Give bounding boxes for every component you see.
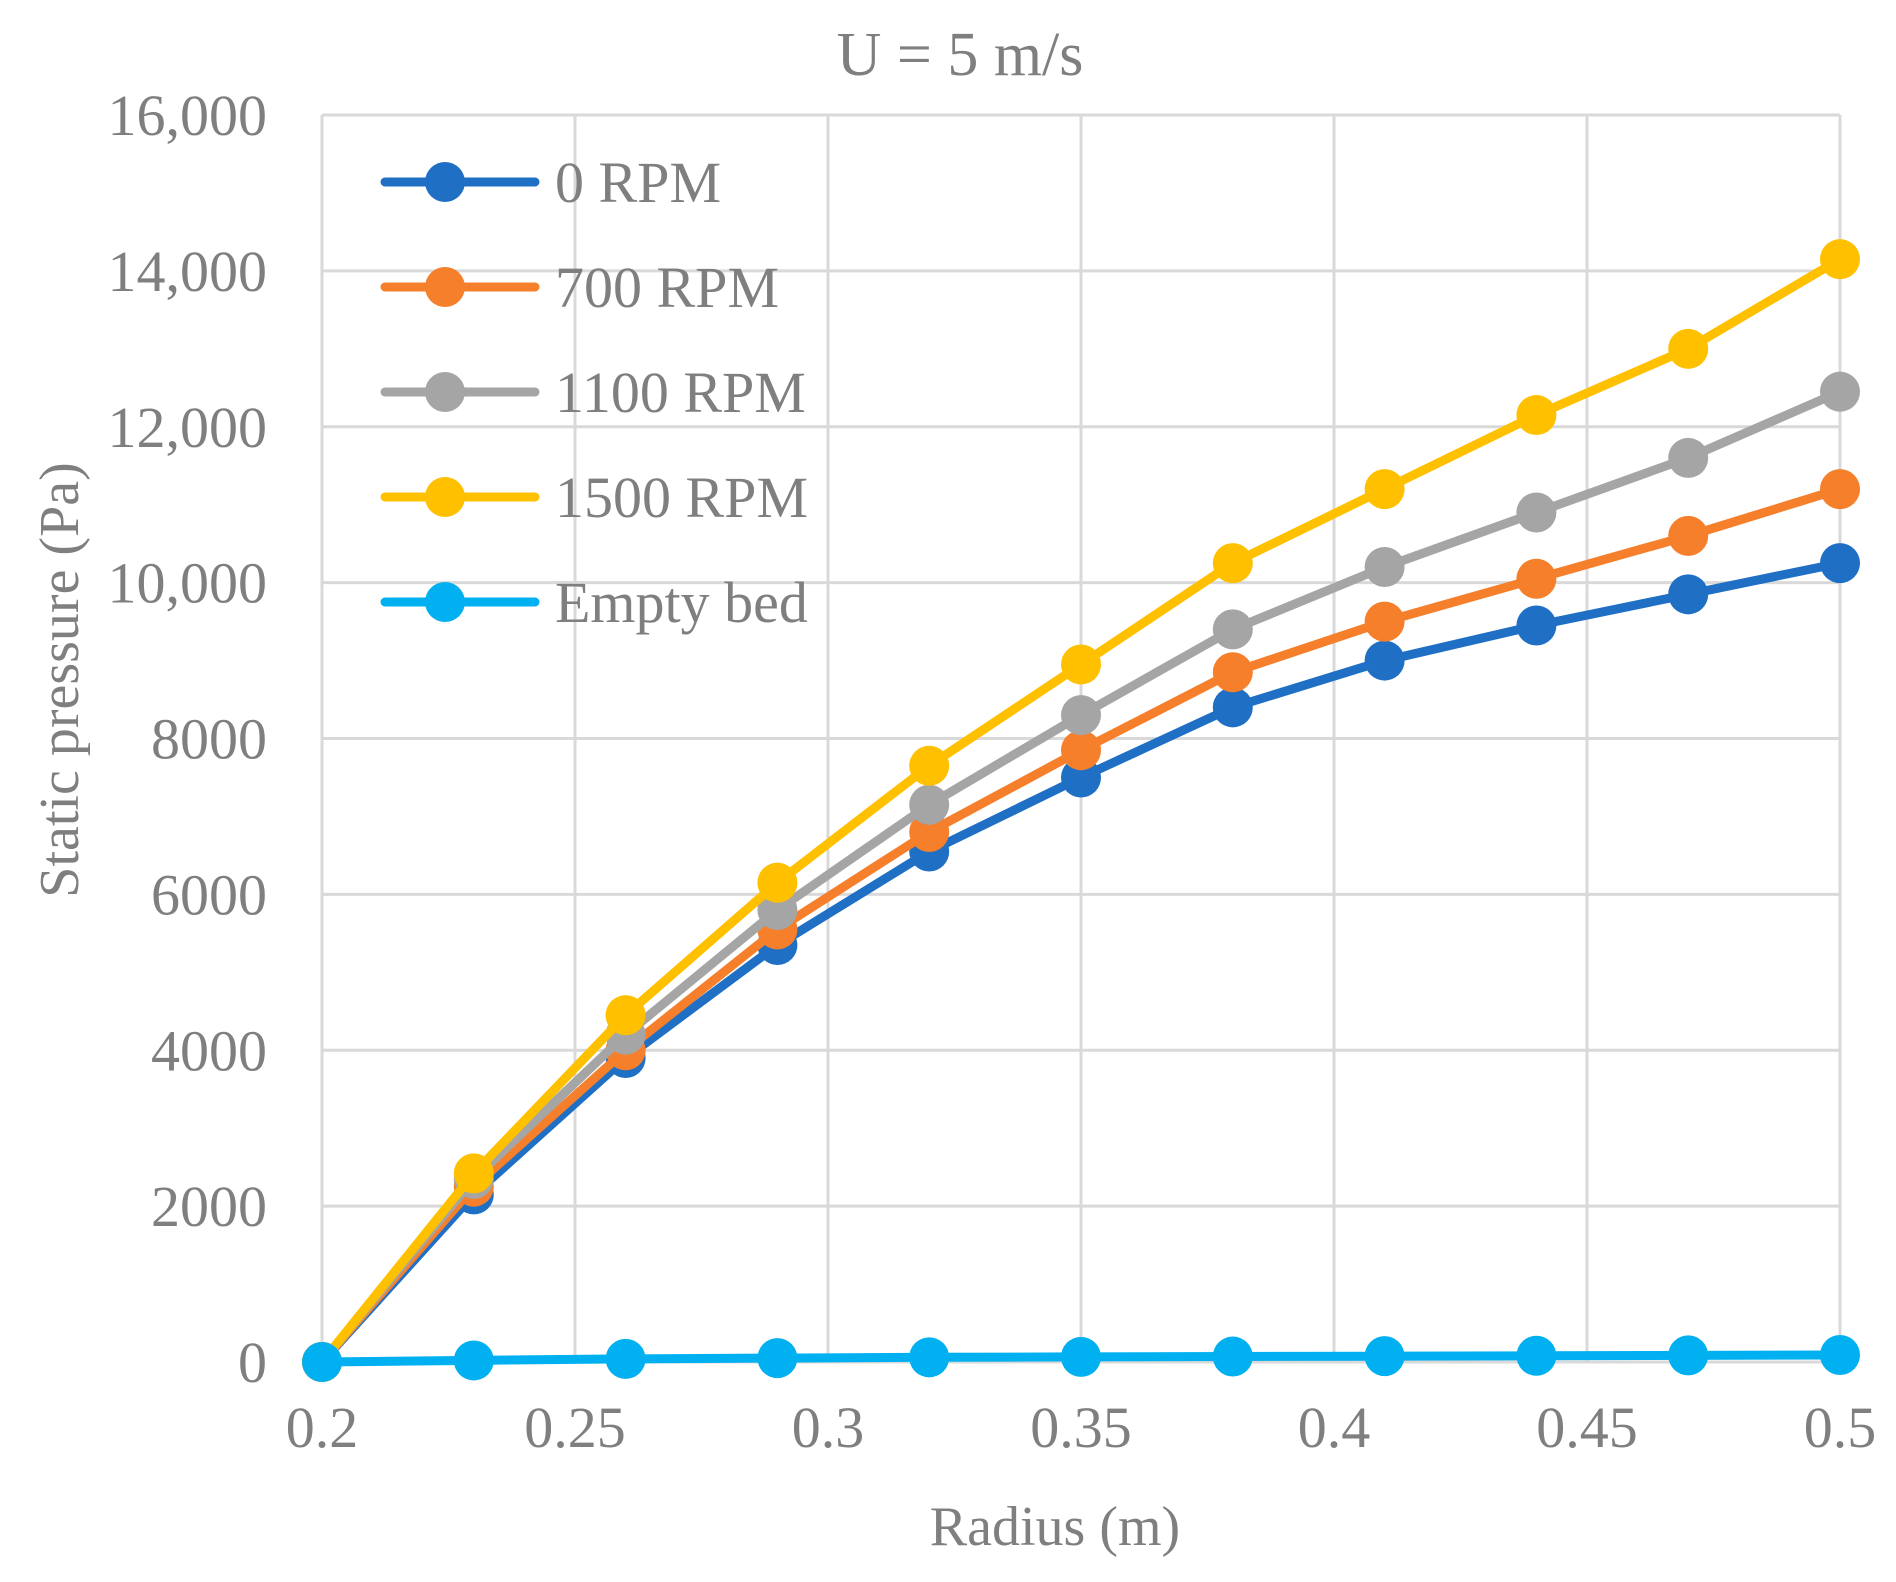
data-point — [1212, 687, 1253, 728]
data-point — [1668, 328, 1709, 369]
data-point — [909, 745, 950, 786]
y-tick-label: 0 — [238, 1330, 267, 1395]
data-point — [1516, 492, 1557, 533]
y-tick-label: 14,000 — [108, 239, 268, 304]
legend-swatch-marker — [425, 267, 465, 307]
legend-item: Empty bed — [380, 570, 808, 635]
x-tick-label: 0.2 — [286, 1395, 359, 1460]
data-point — [1364, 469, 1405, 510]
data-point — [1061, 695, 1101, 736]
data-point — [605, 1338, 646, 1379]
legend: 0 RPM 700 RPM 1100 RPM 1500 RPM Empty bed — [380, 150, 808, 635]
x-axis-title: Radius (m) — [930, 1496, 1180, 1558]
y-tick-label: 12,000 — [108, 395, 268, 460]
y-axis-title: Static pressure (Pa) — [29, 462, 91, 897]
data-point — [1668, 515, 1709, 556]
y-tick-label: 8000 — [151, 707, 267, 772]
legend-label: Empty bed — [555, 570, 808, 635]
y-tick-label: 4000 — [151, 1018, 267, 1083]
series-empty-bed — [302, 1334, 1860, 1382]
data-point — [1668, 1335, 1709, 1376]
data-point — [1364, 640, 1405, 681]
data-point — [1364, 547, 1405, 588]
data-point — [1061, 1336, 1101, 1377]
legend-label: 1500 RPM — [555, 465, 808, 530]
legend-label: 1100 RPM — [555, 360, 806, 425]
series-layer — [302, 239, 1860, 1382]
data-point — [1516, 1335, 1557, 1376]
legend-swatch-marker — [425, 477, 465, 517]
x-tick-label: 0.4 — [1298, 1395, 1371, 1460]
chart-title: U = 5 m/s — [837, 21, 1084, 89]
data-point — [453, 1340, 494, 1381]
data-point — [1516, 605, 1557, 646]
data-point — [1516, 558, 1557, 599]
y-tick-label: 10,000 — [108, 551, 268, 616]
data-point — [605, 995, 646, 1036]
series-1500-rpm — [302, 239, 1860, 1382]
data-point — [1516, 395, 1557, 436]
data-point — [1668, 574, 1709, 615]
y-tick-label: 6000 — [151, 862, 267, 927]
data-point — [1212, 543, 1253, 584]
legend-item: 1100 RPM — [380, 360, 806, 425]
data-point — [1820, 543, 1860, 584]
data-point — [1820, 239, 1860, 280]
data-point — [1061, 730, 1101, 771]
x-tick-labels: 0.2 0.25 0.3 0.35 0.4 0.45 0.5 — [286, 1395, 1877, 1460]
legend-label: 0 RPM — [555, 150, 721, 215]
legend-label: 700 RPM — [555, 255, 779, 320]
legend-item: 700 RPM — [380, 255, 779, 320]
data-point — [909, 784, 950, 825]
y-tick-label: 2000 — [151, 1174, 267, 1239]
y-tick-label: 16,000 — [108, 83, 268, 148]
data-point — [1364, 601, 1405, 642]
x-tick-label: 0.45 — [1536, 1395, 1638, 1460]
data-point — [909, 1337, 950, 1378]
data-point — [1212, 652, 1253, 693]
data-point — [757, 862, 798, 903]
data-point — [1364, 1336, 1405, 1377]
x-tick-label: 0.3 — [792, 1395, 865, 1460]
legend-swatch-marker — [425, 582, 465, 622]
data-point — [1212, 609, 1253, 650]
data-point — [1668, 437, 1709, 478]
data-point — [453, 1153, 494, 1194]
data-point — [757, 1338, 798, 1379]
legend-item: 0 RPM — [380, 150, 721, 215]
legend-item: 1500 RPM — [380, 465, 808, 530]
x-tick-label: 0.35 — [1030, 1395, 1132, 1460]
data-point — [1820, 1334, 1860, 1375]
data-point — [302, 1342, 342, 1382]
x-tick-label: 0.25 — [524, 1395, 626, 1460]
y-tick-labels: 0 2000 4000 6000 8000 10,000 12,000 14,000 16,00… — [108, 83, 268, 1395]
legend-swatch-marker — [425, 162, 465, 202]
data-point — [1061, 644, 1101, 685]
x-tick-label: 0.5 — [1804, 1395, 1877, 1460]
data-point — [1820, 371, 1860, 412]
data-point — [1212, 1336, 1253, 1377]
data-point — [1820, 469, 1860, 510]
legend-swatch-marker — [425, 372, 465, 412]
